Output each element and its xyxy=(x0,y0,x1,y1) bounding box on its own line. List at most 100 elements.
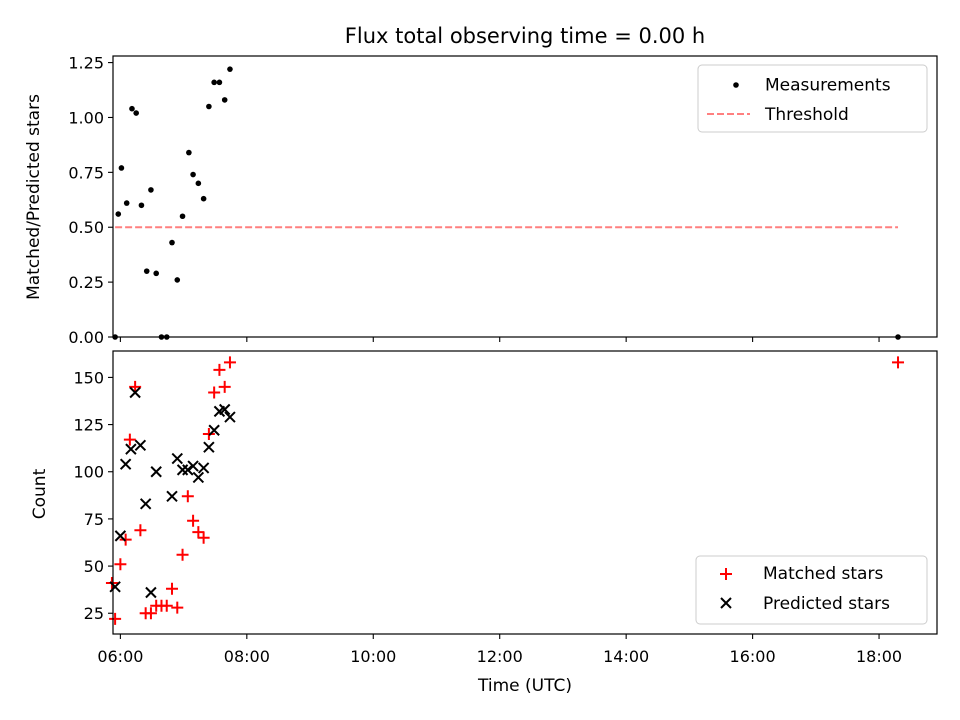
matched-stars-point xyxy=(197,531,210,544)
predicted-stars-point xyxy=(119,458,132,470)
measurement-point xyxy=(227,66,233,72)
top-axes: 0.00 0.25 0.50 0.75 1.00 1.25 xyxy=(68,54,880,347)
measurement-point xyxy=(169,239,175,246)
predicted-stars-point xyxy=(125,443,137,455)
y-tick-label: 0.00 xyxy=(68,328,104,347)
legend-threshold-label: Threshold xyxy=(764,105,849,125)
predicted-stars-point xyxy=(192,471,205,484)
measurement-point xyxy=(186,149,192,156)
y-tick-label: 0.75 xyxy=(68,163,104,182)
measurement-point xyxy=(129,105,135,112)
bottom-marks xyxy=(105,356,905,625)
matched-stars-point xyxy=(181,490,194,503)
x-tick-label: 10:00 xyxy=(350,647,396,666)
bottom-xlabel: Time (UTC) xyxy=(477,676,572,696)
y-tick-label: 0.50 xyxy=(68,218,104,237)
measurement-point xyxy=(206,103,212,110)
predicted-stars-point xyxy=(129,386,141,399)
legend-matched-label: Matched stars xyxy=(763,564,883,584)
bottom-axes: 06:00 08:00 10:00 12:00 14:00 16:00 18:00 25 50 7… xyxy=(73,368,902,666)
legend-measurements-marker xyxy=(733,82,739,88)
y-tick-label: 0.25 xyxy=(68,273,104,292)
x-tick-label: 18:00 xyxy=(856,647,902,666)
measurement-point xyxy=(190,171,196,178)
matched-stars-point xyxy=(109,612,122,625)
measurement-point xyxy=(118,165,125,171)
measurement-point xyxy=(133,110,139,116)
top-plot-frame xyxy=(112,55,938,338)
predicted-stars-point xyxy=(109,581,121,593)
matched-stars-point xyxy=(218,380,231,393)
matched-stars-point xyxy=(187,514,200,527)
predicted-stars-point xyxy=(182,464,194,476)
matched-stars-point xyxy=(160,599,173,612)
predicted-stars-point xyxy=(187,460,199,472)
bottom-legend: Matched stars Predicted stars xyxy=(695,555,928,625)
top-panel: Flux total observing time = 0.00 h Match… xyxy=(24,24,938,347)
predicted-stars-point xyxy=(134,439,147,452)
y-tick-label: 125 xyxy=(73,416,104,435)
bottom-plot-frame xyxy=(112,350,938,635)
matched-stars-point xyxy=(192,526,205,539)
measurement-point xyxy=(216,79,223,86)
y-tick-label: 150 xyxy=(73,368,104,387)
measurement-point xyxy=(179,213,186,220)
top-ylabel: Matched/Predicted stars xyxy=(24,94,44,300)
matched-stars-point xyxy=(892,356,905,369)
y-tick-label: 1.25 xyxy=(68,54,104,73)
matched-stars-point xyxy=(171,601,184,614)
measurement-point xyxy=(123,200,130,206)
matched-stars-point xyxy=(208,386,221,399)
predicted-stars-point xyxy=(166,490,178,502)
predicted-stars-point xyxy=(203,441,215,453)
x-tick-label: 16:00 xyxy=(730,647,776,666)
matched-stars-point xyxy=(176,548,189,561)
predicted-stars-point xyxy=(208,424,220,436)
x-tick-label: 06:00 xyxy=(97,647,143,666)
predicted-stars-point xyxy=(197,462,210,474)
predicted-stars-point xyxy=(114,530,127,542)
x-tick-label: 14:00 xyxy=(603,647,649,666)
legend-predicted-marker xyxy=(720,597,732,609)
legend-predicted-label: Predicted stars xyxy=(763,594,890,614)
measurement-point xyxy=(211,79,217,86)
bottom-panel: Count Time (UTC) 06:00 08:00 10:00 12:00 14:… xyxy=(30,350,938,696)
measurement-point xyxy=(143,268,150,274)
predicted-stars-point xyxy=(224,411,236,423)
measurement-point xyxy=(115,211,122,217)
matched-stars-point xyxy=(213,363,226,376)
measurement-point xyxy=(148,187,154,193)
matched-stars-point xyxy=(114,558,127,571)
top-legend-box xyxy=(697,64,928,133)
measurement-point xyxy=(138,202,145,209)
measurement-point xyxy=(221,97,228,103)
predicted-stars-point xyxy=(171,452,183,465)
matched-stars-point xyxy=(202,428,215,441)
predicted-stars-point xyxy=(139,498,152,510)
x-tick-label: 08:00 xyxy=(224,647,270,666)
measurement-point xyxy=(200,195,207,202)
matched-stars-point xyxy=(144,607,157,620)
bottom-ylabel: Count xyxy=(30,468,50,519)
measurement-point xyxy=(195,180,202,187)
measurement-point xyxy=(153,270,160,277)
matched-stars-point xyxy=(223,356,236,369)
matched-stars-point xyxy=(166,582,179,595)
legend-matched-marker xyxy=(720,568,732,580)
predicted-stars-point xyxy=(145,586,157,599)
predicted-stars-point xyxy=(218,403,231,416)
matched-stars-point xyxy=(129,380,142,393)
y-tick-label: 100 xyxy=(73,463,104,482)
matched-stars-point xyxy=(123,433,136,446)
top-legend: Measurements Threshold xyxy=(697,64,928,133)
top-title: Flux total observing time = 0.00 h xyxy=(345,24,705,48)
y-tick-label: 75 xyxy=(84,510,104,529)
matched-stars-point xyxy=(134,524,147,537)
y-tick-label: 1.00 xyxy=(68,108,104,127)
predicted-stars-point xyxy=(150,466,162,478)
legend-measurements-label: Measurements xyxy=(765,76,891,96)
matched-stars-point xyxy=(119,533,132,546)
bottom-legend-box xyxy=(695,555,928,625)
x-tick-label: 12:00 xyxy=(477,647,523,666)
